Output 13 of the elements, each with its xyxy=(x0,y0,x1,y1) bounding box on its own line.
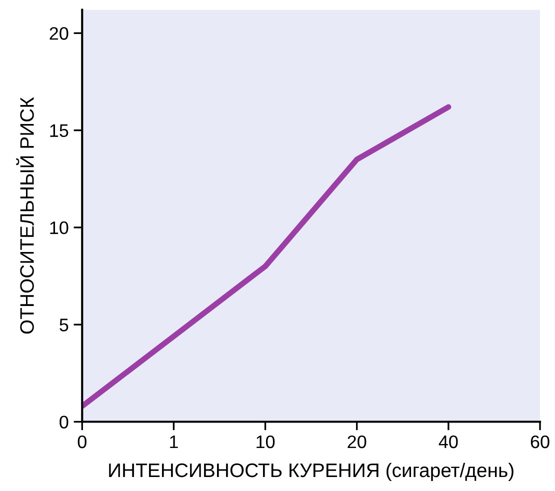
x-tick-label: 1 xyxy=(170,436,178,448)
x-tick-label: 20 xyxy=(348,435,366,448)
y-tick-label: 10 xyxy=(50,221,68,234)
x-tick-label: 40 xyxy=(438,435,458,448)
x-tick-label: 60 xyxy=(530,435,550,448)
y-tick-label: 20 xyxy=(50,27,68,40)
x-axis-title: ИНТЕНСИВНОСТЬ КУРЕНИЯ (сигарет/день) xyxy=(109,462,514,482)
y-tick-label: 5 xyxy=(60,318,68,332)
y-axis-title: ОТНОСИТЕЛЬНЫЙ РИСК xyxy=(16,97,34,334)
y-tick-label: 0 xyxy=(60,416,68,428)
y-tick-label: 15 xyxy=(50,124,68,138)
x-tick-label: 10 xyxy=(256,435,275,448)
x-tick-label: 0 xyxy=(78,435,86,448)
